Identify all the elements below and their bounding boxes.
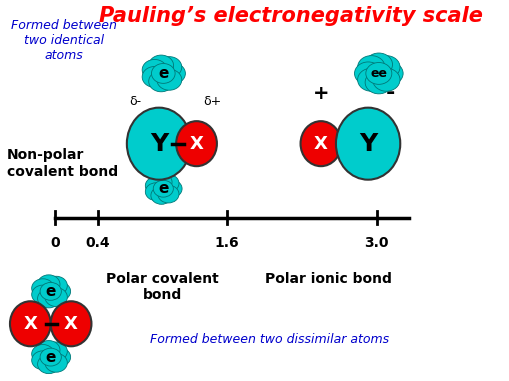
Text: ee: ee — [371, 67, 387, 80]
Circle shape — [38, 289, 60, 308]
Circle shape — [38, 355, 60, 374]
Circle shape — [157, 57, 182, 78]
Circle shape — [373, 56, 400, 78]
Circle shape — [365, 71, 392, 94]
Text: e: e — [45, 284, 56, 299]
Circle shape — [40, 348, 62, 366]
Circle shape — [355, 62, 382, 85]
Text: 0.4: 0.4 — [86, 235, 110, 250]
Circle shape — [45, 342, 67, 361]
Circle shape — [365, 53, 392, 76]
Circle shape — [142, 67, 167, 87]
Circle shape — [40, 282, 62, 300]
Circle shape — [157, 69, 182, 90]
Text: δ-: δ- — [129, 94, 142, 108]
Circle shape — [153, 180, 174, 197]
Text: Y: Y — [359, 132, 377, 156]
Text: e: e — [158, 181, 168, 196]
Circle shape — [146, 183, 166, 200]
Circle shape — [151, 173, 172, 191]
Circle shape — [32, 351, 54, 370]
Circle shape — [158, 174, 179, 192]
Text: 1.6: 1.6 — [214, 235, 239, 250]
Circle shape — [373, 68, 400, 91]
Circle shape — [32, 285, 54, 304]
Text: +: + — [313, 84, 329, 103]
Circle shape — [161, 180, 182, 198]
Circle shape — [48, 282, 71, 301]
Circle shape — [152, 64, 175, 83]
Text: 3.0: 3.0 — [364, 235, 389, 250]
Text: Formed between two dissimilar atoms: Formed between two dissimilar atoms — [150, 333, 389, 346]
Ellipse shape — [176, 121, 217, 166]
Ellipse shape — [300, 121, 342, 166]
Circle shape — [366, 62, 392, 84]
Ellipse shape — [336, 108, 400, 180]
Circle shape — [142, 59, 167, 80]
Text: Non-polar
covalent bond: Non-polar covalent bond — [7, 148, 118, 179]
Text: X: X — [23, 315, 37, 333]
Circle shape — [149, 71, 174, 92]
Circle shape — [45, 288, 67, 306]
Circle shape — [45, 276, 67, 295]
Text: X: X — [189, 134, 204, 153]
Circle shape — [376, 62, 403, 85]
Circle shape — [149, 55, 174, 76]
Circle shape — [48, 348, 71, 367]
Text: δ+: δ+ — [204, 94, 222, 108]
Circle shape — [38, 341, 60, 359]
Ellipse shape — [10, 301, 51, 346]
Circle shape — [38, 275, 60, 294]
Circle shape — [45, 354, 67, 372]
Text: X: X — [64, 315, 78, 333]
Text: Formed between
two identical
atoms: Formed between two identical atoms — [11, 19, 117, 62]
Circle shape — [358, 68, 385, 91]
Ellipse shape — [127, 108, 191, 180]
Text: Polar covalent
bond: Polar covalent bond — [106, 272, 218, 302]
Circle shape — [158, 185, 179, 203]
Circle shape — [32, 279, 54, 298]
Text: -: - — [386, 83, 395, 103]
Text: e: e — [158, 66, 168, 81]
Circle shape — [32, 344, 54, 363]
Circle shape — [358, 56, 385, 78]
Ellipse shape — [51, 301, 92, 346]
Circle shape — [146, 177, 166, 195]
Text: e: e — [45, 350, 56, 365]
Text: Y: Y — [150, 132, 168, 156]
Text: Pauling’s electronegativity scale: Pauling’s electronegativity scale — [99, 6, 483, 26]
Text: 0: 0 — [50, 235, 60, 250]
Circle shape — [160, 63, 185, 84]
Text: X: X — [314, 134, 328, 153]
Text: Polar ionic bond: Polar ionic bond — [265, 272, 392, 285]
Circle shape — [151, 187, 172, 204]
